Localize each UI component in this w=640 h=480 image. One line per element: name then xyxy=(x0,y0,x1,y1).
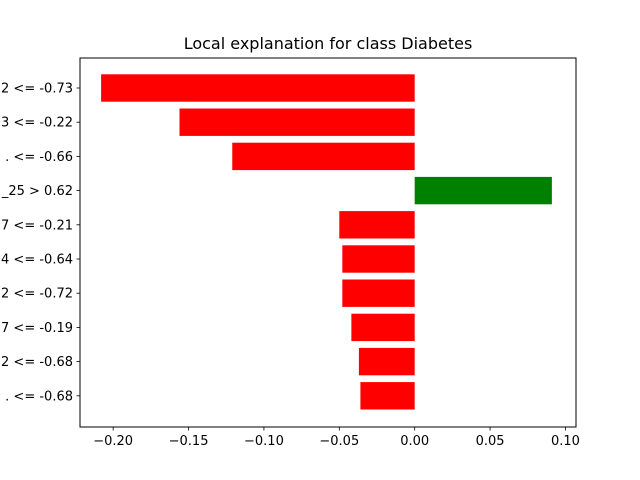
x-axis-ticks: −0.20 −0.15 −0.10 −0.05 0.00 0.05 0.10 xyxy=(93,427,580,449)
bar-6 xyxy=(342,279,415,307)
y-tick-label-2: . <= -0.66 xyxy=(5,150,73,165)
bar-9 xyxy=(360,382,415,410)
x-tick-label-1: −0.15 xyxy=(169,434,209,449)
y-tick-label-3: _25 > 0.62 xyxy=(1,184,73,199)
bar-0 xyxy=(101,74,415,102)
bar-1 xyxy=(179,108,415,136)
x-tick-label-6: 0.10 xyxy=(551,434,580,449)
x-tick-label-5: 0.05 xyxy=(476,434,505,449)
plot-area-frame xyxy=(79,57,577,428)
bar-4 xyxy=(339,211,415,239)
y-tick-label-6: 2 <= -0.72 xyxy=(1,287,73,302)
y-tick-label-7: 7 <= -0.19 xyxy=(1,321,73,336)
bar-5 xyxy=(342,245,415,273)
bar-8 xyxy=(358,347,415,376)
x-tick-label-2: −0.10 xyxy=(244,434,284,449)
chart-title: Local explanation for class Diabetes xyxy=(184,34,473,53)
x-tick-label-3: −0.05 xyxy=(319,434,359,449)
bar-3 xyxy=(414,176,552,205)
x-tick-label-4: 0.00 xyxy=(400,434,429,449)
y-axis-ticks: 2 <= -0.73 3 <= -0.22 . <= -0.66 _25 > 0.62… xyxy=(1,82,80,404)
y-tick-label-1: 3 <= -0.22 xyxy=(1,116,73,131)
y-tick-label-9: . <= -0.68 xyxy=(5,389,73,404)
y-tick-label-0: 2 <= -0.73 xyxy=(1,82,73,97)
x-tick-label-0: −0.20 xyxy=(93,434,133,449)
y-tick-label-4: 7 <= -0.21 xyxy=(1,218,73,233)
y-tick-label-5: 4 <= -0.64 xyxy=(1,253,73,268)
bars-layer xyxy=(101,74,552,410)
y-tick-label-8: 2 <= -0.68 xyxy=(1,355,73,370)
bar-2 xyxy=(232,142,415,171)
bar-7 xyxy=(351,313,415,342)
